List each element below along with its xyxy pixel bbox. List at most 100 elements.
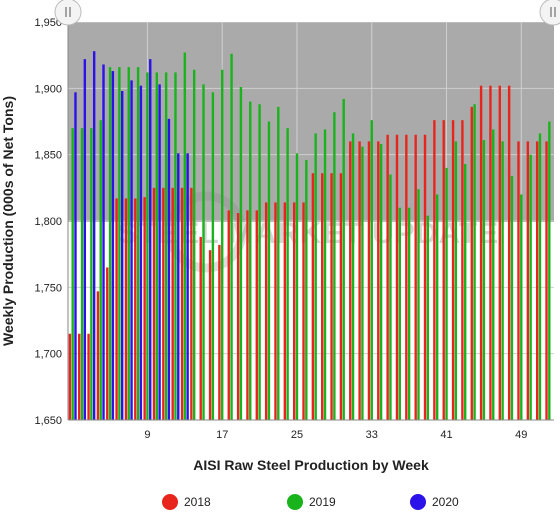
range-navigator[interactable] <box>54 0 560 26</box>
y-tick-label: 1,950 <box>34 17 62 29</box>
bar-2019-week-30 <box>342 98 345 421</box>
bar-2018-week-39 <box>423 134 427 420</box>
y-tick-label: 1,700 <box>34 349 62 361</box>
bar-2019-week-29 <box>333 112 336 421</box>
bar-2018-week-38 <box>414 134 417 420</box>
bar-2019-week-39 <box>426 215 430 420</box>
legend-label-2020[interactable]: 2020 <box>432 495 459 509</box>
bar-2018-week-17 <box>218 244 221 420</box>
bar-2018-week-15 <box>199 236 202 420</box>
bar-2019-week-44 <box>473 104 476 421</box>
x-tick-labels: 9 17 25 33 41 49 <box>144 429 527 441</box>
bar-2018-week-2 <box>78 333 81 420</box>
x-axis-title: AISI Raw Steel Production by Week <box>193 457 429 473</box>
bar-2018-week-30 <box>339 173 343 420</box>
legend-marker-2018[interactable] <box>162 494 178 510</box>
bar-2019-week-9 <box>146 72 149 420</box>
bar-2019-week-24 <box>286 128 289 420</box>
bar-2019-week-20 <box>249 101 252 420</box>
bar-2018-week-33 <box>367 141 371 420</box>
y-tick-label: 1,800 <box>34 216 62 228</box>
legend[interactable]: 2018 2019 2020 <box>162 494 459 510</box>
bar-2018-week-47 <box>498 85 501 421</box>
x-tick-label: 33 <box>366 429 378 441</box>
y-tick-labels: 1,650 1,700 1,750 1,800 1,850 1,900 1,950 <box>34 17 62 427</box>
bar-2018-week-41 <box>442 120 445 420</box>
bar-2020-week-7 <box>130 80 133 420</box>
bar-2019-week-5 <box>108 67 112 421</box>
bar-2019-week-46 <box>492 129 495 420</box>
bar-2018-week-4 <box>96 291 100 420</box>
bar-2019-week-14 <box>192 69 196 420</box>
x-tick-label: 9 <box>144 429 150 441</box>
bar-2018-week-10 <box>152 187 156 420</box>
bar-2019-week-26 <box>305 159 308 420</box>
bar-2019-week-17 <box>221 69 224 420</box>
bar-2019-week-49 <box>520 194 523 420</box>
legend-marker-2019[interactable] <box>287 494 303 510</box>
bar-2019-week-3 <box>90 128 93 420</box>
bar-2018-week-19 <box>236 213 240 420</box>
bar-2018-week-12 <box>171 187 174 420</box>
bar-2019-week-10 <box>155 72 158 420</box>
bar-2019-week-23 <box>277 106 280 420</box>
bar-2019-week-19 <box>239 87 243 421</box>
bar-2019-week-51 <box>538 133 542 420</box>
bar-2018-week-43 <box>461 120 464 420</box>
bar-2019-week-50 <box>529 154 532 420</box>
bar-2018-week-26 <box>302 202 305 420</box>
bar-2018-week-13 <box>180 187 184 420</box>
bar-2019-week-7 <box>127 67 130 421</box>
bar-2020-week-6 <box>121 90 124 420</box>
legend-label-2019[interactable]: 2019 <box>309 495 336 509</box>
bar-2019-week-43 <box>464 163 467 420</box>
bar-2018-week-11 <box>162 187 165 420</box>
bar-2018-week-22 <box>264 202 268 420</box>
legend-marker-2020[interactable] <box>410 494 426 510</box>
bar-2020-week-8 <box>139 85 143 421</box>
bar-2018-week-24 <box>283 202 287 420</box>
bar-2019-week-4 <box>99 120 102 420</box>
bar-2018-week-42 <box>451 120 455 420</box>
bar-2018-week-20 <box>246 210 249 420</box>
bar-2020-week-13 <box>186 153 189 420</box>
bar-2019-week-47 <box>501 141 504 420</box>
bar-2019-week-40 <box>435 194 439 420</box>
bar-2019-week-32 <box>361 146 364 420</box>
legend-label-2018[interactable]: 2018 <box>184 495 211 509</box>
bar-2019-week-35 <box>389 174 392 420</box>
bar-2018-week-37 <box>405 134 408 420</box>
bar-2018-week-48 <box>507 85 511 421</box>
bar-2019-week-52 <box>548 121 551 420</box>
bar-2019-week-25 <box>295 153 299 420</box>
bar-2018-week-45 <box>479 85 483 421</box>
range-handle-left-knob[interactable] <box>54 0 82 26</box>
bar-2018-week-23 <box>274 202 277 420</box>
bar-2018-week-27 <box>311 173 315 420</box>
y-tick-label: 1,850 <box>34 150 62 162</box>
bar-2019-week-1 <box>71 128 74 420</box>
bar-2020-week-3 <box>92 51 96 420</box>
bar-2019-week-28 <box>323 129 327 420</box>
bar-2019-week-6 <box>118 67 121 421</box>
bars-group <box>68 51 551 421</box>
bar-2018-week-46 <box>489 85 492 421</box>
range-handle-right[interactable] <box>539 0 560 26</box>
range-handle-right-knob[interactable] <box>539 0 560 26</box>
bar-2019-week-13 <box>183 52 187 420</box>
bar-2018-week-25 <box>292 202 296 420</box>
bar-2020-week-1 <box>74 92 77 421</box>
bar-2020-week-12 <box>177 153 180 420</box>
y-tick-label: 1,900 <box>34 83 62 95</box>
bar-2020-week-11 <box>167 118 171 420</box>
bar-2018-week-36 <box>395 134 399 420</box>
bar-2019-week-45 <box>482 140 486 420</box>
bar-2019-week-11 <box>164 72 168 420</box>
bar-2019-week-2 <box>80 128 84 420</box>
range-navigator-track[interactable] <box>68 2 554 22</box>
bar-2019-week-18 <box>230 53 233 421</box>
bar-2018-week-1 <box>68 333 72 420</box>
range-handle-left[interactable] <box>54 0 82 26</box>
x-tick-label: 17 <box>216 429 228 441</box>
x-tick-label: 49 <box>515 429 527 441</box>
